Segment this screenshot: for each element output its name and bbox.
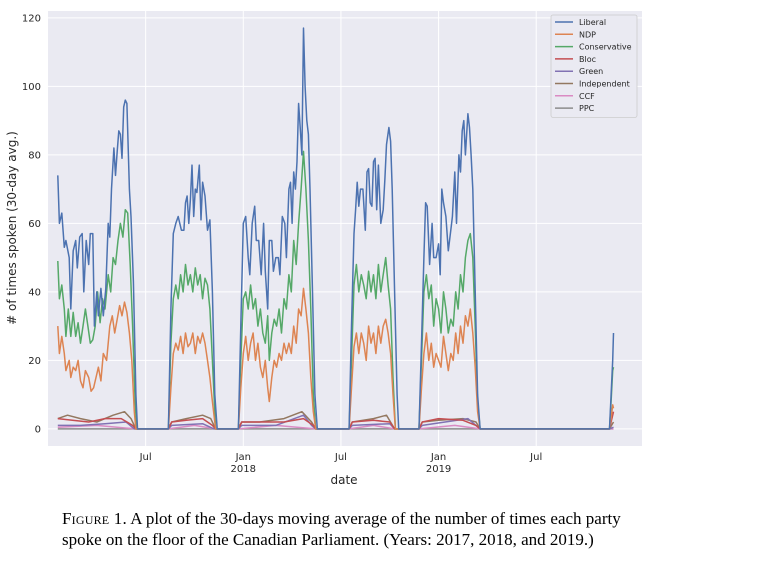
x-tick-labels: Jul Jan 2018 Jul Jan 2019 Jul: [139, 452, 543, 475]
legend-label: Independent: [579, 80, 630, 89]
y-tick-label: 120: [22, 13, 41, 24]
caption-text: A plot of the 30-days moving average of …: [62, 509, 621, 549]
legend-label: Liberal: [579, 18, 606, 27]
y-tick-label: 0: [35, 424, 41, 435]
legend-label: PPC: [579, 104, 595, 113]
legend-label: Conservative: [579, 43, 632, 52]
series-lines: [57, 27, 615, 430]
x-tick-label: Jul: [529, 452, 542, 463]
x-tick-label: Jan 2019: [426, 452, 451, 475]
y-axis-label: # of times spoken (30-day avg.): [5, 131, 19, 325]
x-axis-label: date: [330, 473, 357, 487]
series-line-liberal: [57, 27, 615, 430]
y-tick-label: 20: [28, 356, 41, 367]
gridlines: [48, 11, 642, 446]
figure-caption: Figure 1. A plot of the 30-days moving a…: [62, 508, 622, 550]
legend-label: Green: [579, 67, 603, 76]
y-tick-labels: 0 20 40 60 80 100 120: [22, 13, 41, 435]
caption-label: Figure 1.: [62, 509, 127, 528]
legend-label: CCF: [579, 92, 595, 101]
y-tick-label: 100: [22, 82, 41, 93]
series-line-bloc: [57, 411, 615, 430]
legend-label: Bloc: [579, 55, 596, 64]
legend-label: NDP: [579, 30, 596, 39]
legend-box: [550, 14, 638, 118]
x-tick-label: Jan 2018: [231, 452, 256, 475]
series-line-conservative: [57, 150, 615, 430]
series-line-independent: [57, 410, 615, 430]
legend: Liberal NDP Conservative Bloc Green Independe…: [550, 14, 638, 118]
y-tick-label: 80: [28, 150, 41, 161]
line-chart: 0 20 40 60 80 100 120 Jul Jan 2018 Jul Jan 2019Jul …: [5, 11, 642, 487]
y-tick-label: 40: [28, 287, 41, 298]
y-tick-label: 60: [28, 219, 41, 230]
series-line-ndp: [57, 287, 615, 430]
x-tick-label: Jul: [139, 452, 152, 463]
x-tick-label: Jul: [334, 452, 347, 463]
plot-area: [48, 11, 642, 446]
